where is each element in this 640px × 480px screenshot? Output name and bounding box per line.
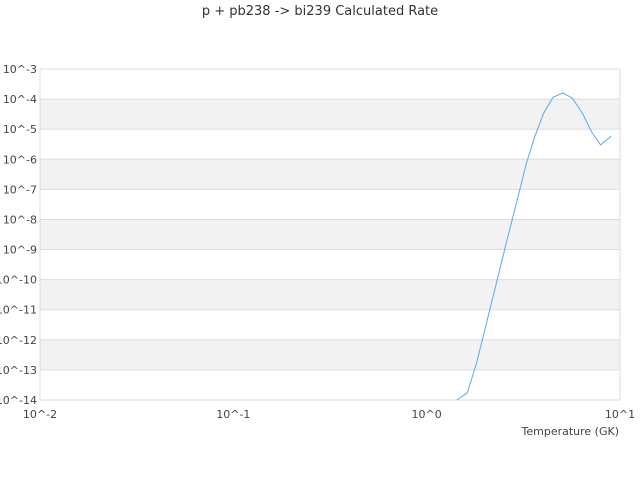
y-tick-label: 10^-14 — [0, 394, 37, 407]
y-tick-label: 10^-8 — [3, 213, 37, 226]
grid-band — [40, 99, 620, 130]
y-tick-label: 10^-7 — [3, 183, 37, 196]
rate-series-line — [456, 92, 612, 401]
y-tick-label: 10^-10 — [0, 274, 37, 287]
y-tick-label: 10^-6 — [3, 153, 37, 166]
y-tick-label: 10^-9 — [3, 244, 37, 257]
x-tick-label: 10^-2 — [23, 408, 57, 421]
chart-title: p + pb238 -> bi239 Calculated Rate — [201, 4, 439, 19]
y-tick-label: 10^-12 — [0, 334, 37, 347]
x-tick-label: 10^0 — [412, 408, 442, 421]
grid-band — [40, 159, 620, 190]
grid-band — [40, 219, 620, 250]
y-tick-label: 10^-3 — [3, 63, 37, 76]
grid-band — [40, 279, 620, 310]
y-tick-label: 10^-13 — [0, 364, 37, 377]
grid-band — [40, 339, 620, 370]
x-tick-label: 10^-1 — [216, 408, 250, 421]
x-axis-label: Temperature (GK) — [521, 425, 620, 438]
y-tick-label: 10^-5 — [3, 123, 37, 136]
y-tick-label: 10^-4 — [3, 93, 37, 106]
y-tick-label: 10^-11 — [0, 304, 37, 317]
x-tick-label: 10^1 — [605, 408, 635, 421]
